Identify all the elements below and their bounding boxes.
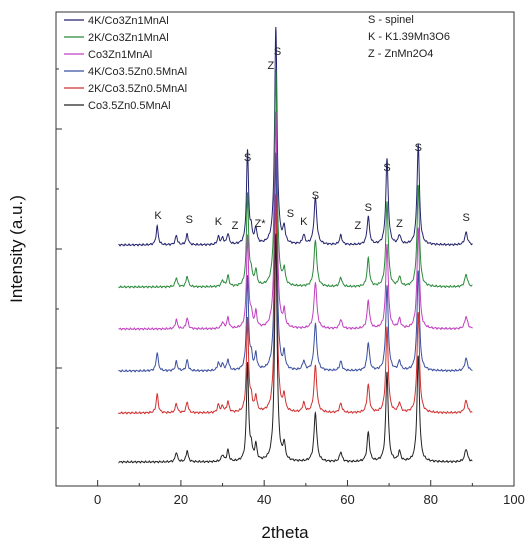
series-line-5 [118, 233, 473, 464]
peak-label: Z [396, 218, 403, 230]
peak-label: S [365, 202, 372, 214]
x-tick-label: 0 [94, 492, 101, 507]
peak-label: S [312, 190, 319, 202]
peak-label: Z* [255, 218, 267, 230]
y-axis-ticks [56, 68, 62, 429]
peak-label: S [244, 152, 251, 164]
series-line-2 [118, 111, 473, 331]
x-tick-label: 100 [503, 492, 525, 507]
legend: 4K/Co3Zn1MnAl 2K/Co3Zn1MnAl Co3Zn1MnAl 4K/C… [64, 15, 187, 112]
phase-key-entry: Z - ZnMn2O4 [368, 48, 433, 60]
x-axis-ticks: 0 20 40 60 80 100 [55, 480, 525, 507]
peak-label: S [462, 212, 469, 224]
peak-label: K [215, 216, 223, 228]
x-tick-label: 60 [340, 492, 354, 507]
series-line-3 [118, 152, 473, 373]
legend-label: 4K/Co3.5Zn0.5MnAl [88, 66, 187, 78]
legend-label: Co3Zn1MnAl [88, 49, 152, 61]
y-axis-title: Intensity (a.u.) [7, 195, 26, 303]
peak-label: S [287, 208, 294, 220]
peak-label: K [154, 210, 162, 222]
peak-label: S [415, 142, 422, 154]
legend-label: 4K/Co3Zn1MnAl [88, 15, 169, 27]
peak-label: S [274, 46, 281, 58]
peak-label: Z [232, 220, 239, 232]
peak-label: Z [267, 60, 274, 72]
series-line-4 [118, 194, 473, 415]
peak-label: K [300, 216, 308, 228]
series-line-0 [118, 26, 473, 247]
phase-key-entry: K - K1.39Mn3O6 [368, 31, 450, 43]
peak-label: Z [354, 220, 361, 232]
x-tick-label: 20 [174, 492, 188, 507]
x-tick-label: 40 [257, 492, 271, 507]
series-line-1 [118, 69, 473, 289]
x-axis-title: 2theta [261, 523, 309, 542]
legend-label: Co3.5Zn0.5MnAl [88, 100, 171, 112]
legend-label: 2K/Co3.5Zn0.5MnAl [88, 83, 187, 95]
series-layer [118, 26, 473, 464]
peak-label: S [186, 214, 193, 226]
legend-label: 2K/Co3Zn1MnAl [88, 32, 169, 44]
x-tick-label: 80 [423, 492, 437, 507]
phase-key-entry: S - spinel [368, 14, 414, 26]
peak-label: S [383, 162, 390, 174]
phase-key: S - spinel K - K1.39Mn3O6 Z - ZnMn2O4 [368, 14, 450, 60]
